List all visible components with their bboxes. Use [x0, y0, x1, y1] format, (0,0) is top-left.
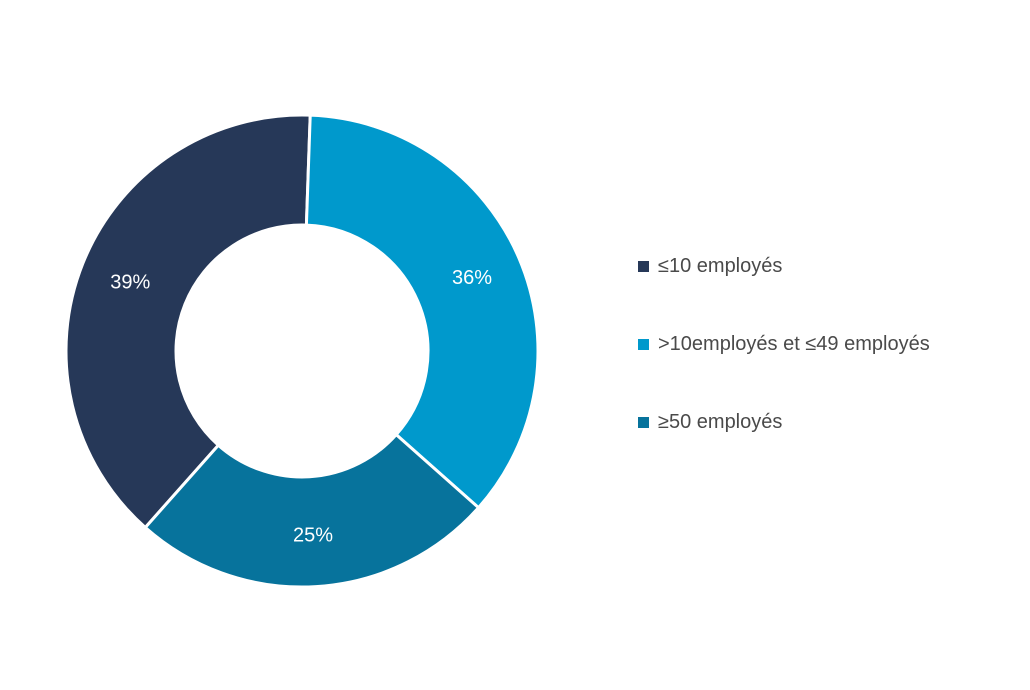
legend-label: ≤10 employés: [658, 254, 783, 277]
legend-item: >10employés et ≤49 employés: [638, 328, 930, 360]
slice-data-label: 39%: [110, 271, 150, 293]
legend-swatch: [638, 260, 649, 272]
slice-data-label: 36%: [452, 267, 492, 289]
slice-data-label: 25%: [293, 525, 333, 547]
donut-slice: [143, 432, 481, 589]
legend-swatch: [638, 416, 649, 428]
legend-swatch: [638, 338, 649, 350]
legend-label: >10employés et ≤49 employés: [658, 332, 930, 355]
legend-item: ≤10 employés: [638, 250, 930, 282]
donut-slice: [64, 113, 312, 530]
legend-label: ≥50 employés: [658, 410, 783, 433]
chart-legend: ≤10 employés >10employés et ≤49 employés…: [638, 250, 930, 484]
donut-slice: [304, 113, 540, 510]
legend-item: ≥50 employés: [638, 406, 930, 438]
